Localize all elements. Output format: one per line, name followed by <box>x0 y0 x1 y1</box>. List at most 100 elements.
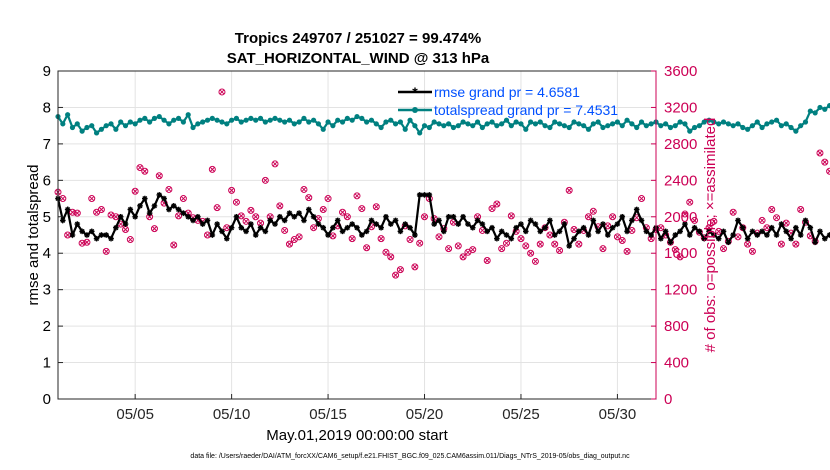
totalspread-point <box>812 110 818 116</box>
rmse-point <box>286 210 293 216</box>
rmse-point-stroke <box>484 228 490 234</box>
rmse-point-stroke <box>817 228 823 234</box>
obs-assimilated-stroke <box>451 219 456 225</box>
rmse-point <box>397 228 404 235</box>
obs-assimilated-stroke <box>735 234 741 240</box>
rmse-point <box>127 206 134 213</box>
obs-possible-point <box>363 244 371 252</box>
obs-assimilated-stroke <box>311 225 316 231</box>
totalspread-point <box>484 121 490 127</box>
rmse-point <box>498 228 505 235</box>
totalspread-point <box>788 124 794 131</box>
rmse-point-stroke <box>113 225 119 231</box>
obs-assimilated-stroke <box>624 249 630 254</box>
rmse-point-stroke <box>571 236 577 242</box>
obs-assimilated-point <box>340 209 345 215</box>
rmse-point <box>566 243 572 249</box>
obs-assimilated-point <box>600 246 606 252</box>
rmse-point-stroke <box>248 221 254 227</box>
totalspread-point <box>581 123 587 129</box>
obs-assimilated-point <box>547 232 553 238</box>
totalspread-point <box>489 119 495 125</box>
y-tick-label-right: 1200 <box>664 282 697 299</box>
totalspread-point <box>253 117 259 123</box>
obs-assimilated-point <box>393 272 398 278</box>
totalspread-point <box>460 119 466 125</box>
x-axis-label: May.01,2019 00:00:00 start <box>266 427 448 444</box>
rmse-point-stroke <box>585 232 591 238</box>
rmse-point-stroke <box>277 214 283 220</box>
obs-assimilated-stroke <box>99 207 104 212</box>
rmse-point-stroke <box>740 225 746 231</box>
obs-possible-point <box>281 226 289 234</box>
obs-assimilated-point <box>822 159 828 165</box>
y-tick-label-right: 1600 <box>664 245 697 262</box>
totalspread-point <box>624 117 630 123</box>
obs-assimilated-stroke <box>224 225 230 231</box>
rmse-point-stroke <box>475 217 481 223</box>
totalspread-point <box>450 124 457 131</box>
totalspread-point <box>547 124 553 131</box>
rmse-point-stroke <box>822 236 828 242</box>
chart-subtitle: SAT_HORIZONTAL_WIND @ 313 hPa <box>227 50 490 67</box>
rmse-point-stroke <box>499 228 505 234</box>
rmse-point-stroke <box>330 225 336 231</box>
rmse-point-stroke <box>619 214 625 220</box>
obs-assimilated-point <box>566 188 572 193</box>
obs-assimilated-stroke <box>774 215 779 221</box>
rmse-point-stroke <box>176 206 182 212</box>
totalspread-point <box>629 121 635 127</box>
obs-possible-point <box>589 207 597 215</box>
obs-possible-point <box>88 195 96 203</box>
rmse-point-stroke <box>60 217 66 223</box>
y-tick-label-left: 2 <box>43 318 51 335</box>
x-tick-label: 05/30 <box>599 406 637 423</box>
totalspread-point <box>735 121 741 127</box>
obs-assimilated-stroke <box>407 237 413 242</box>
footer-data-file: data file: /Users/raeder/DAI/ATM_forcXX/… <box>190 453 630 460</box>
totalspread-point <box>257 115 264 121</box>
rmse-point <box>764 232 770 238</box>
totalspread-point <box>272 115 278 121</box>
obs-possible-point <box>729 208 737 216</box>
obs-assimilated-stroke <box>238 213 244 219</box>
totalspread-point <box>402 126 408 132</box>
rmse-point-stroke <box>340 228 346 234</box>
obs-possible-point <box>353 192 361 200</box>
obs-possible-point <box>285 240 293 248</box>
obs-assimilated-point <box>152 226 157 231</box>
obs-assimilated-stroke <box>272 161 278 167</box>
rmse-point <box>576 228 582 235</box>
y-axis-label-right: # of obs: o=possible; ×=assimilated <box>702 118 719 353</box>
totalspread-point <box>103 123 109 129</box>
rmse-point-stroke <box>364 228 370 234</box>
obs-assimilated-stroke <box>113 214 119 220</box>
rmse-point-stroke <box>200 221 206 227</box>
obs-possible-point <box>136 164 144 172</box>
rmse-point-stroke <box>311 214 317 220</box>
obs-assimilated-point <box>89 196 95 201</box>
rmse-point <box>170 203 177 209</box>
obs-assimilated-point <box>639 196 644 201</box>
obs-assimilated-point <box>682 211 688 217</box>
x-tick-label: 05/15 <box>309 406 347 423</box>
y-tick-label-right: 0 <box>664 391 672 408</box>
obs-possible-point <box>324 195 332 203</box>
totalspread-point <box>122 123 129 129</box>
obs-assimilated-stroke <box>320 207 326 212</box>
rmse-point <box>778 221 785 227</box>
obs-assimilated-point <box>258 220 263 226</box>
obs-possible-point <box>816 149 824 157</box>
obs-possible-point <box>445 245 453 253</box>
obs-assimilated-stroke <box>446 246 451 252</box>
obs-assimilated-stroke <box>788 230 794 236</box>
obs-assimilated-stroke <box>156 173 162 179</box>
totalspread-point <box>745 126 751 132</box>
obs-possible-point <box>666 238 674 246</box>
rmse-point <box>199 221 206 227</box>
obs-assimilated-stroke <box>489 206 495 211</box>
totalspread-point <box>330 123 336 129</box>
rmse-point-stroke <box>807 225 813 231</box>
obs-assimilated-stroke <box>460 254 466 260</box>
totalspread-point <box>335 117 341 123</box>
